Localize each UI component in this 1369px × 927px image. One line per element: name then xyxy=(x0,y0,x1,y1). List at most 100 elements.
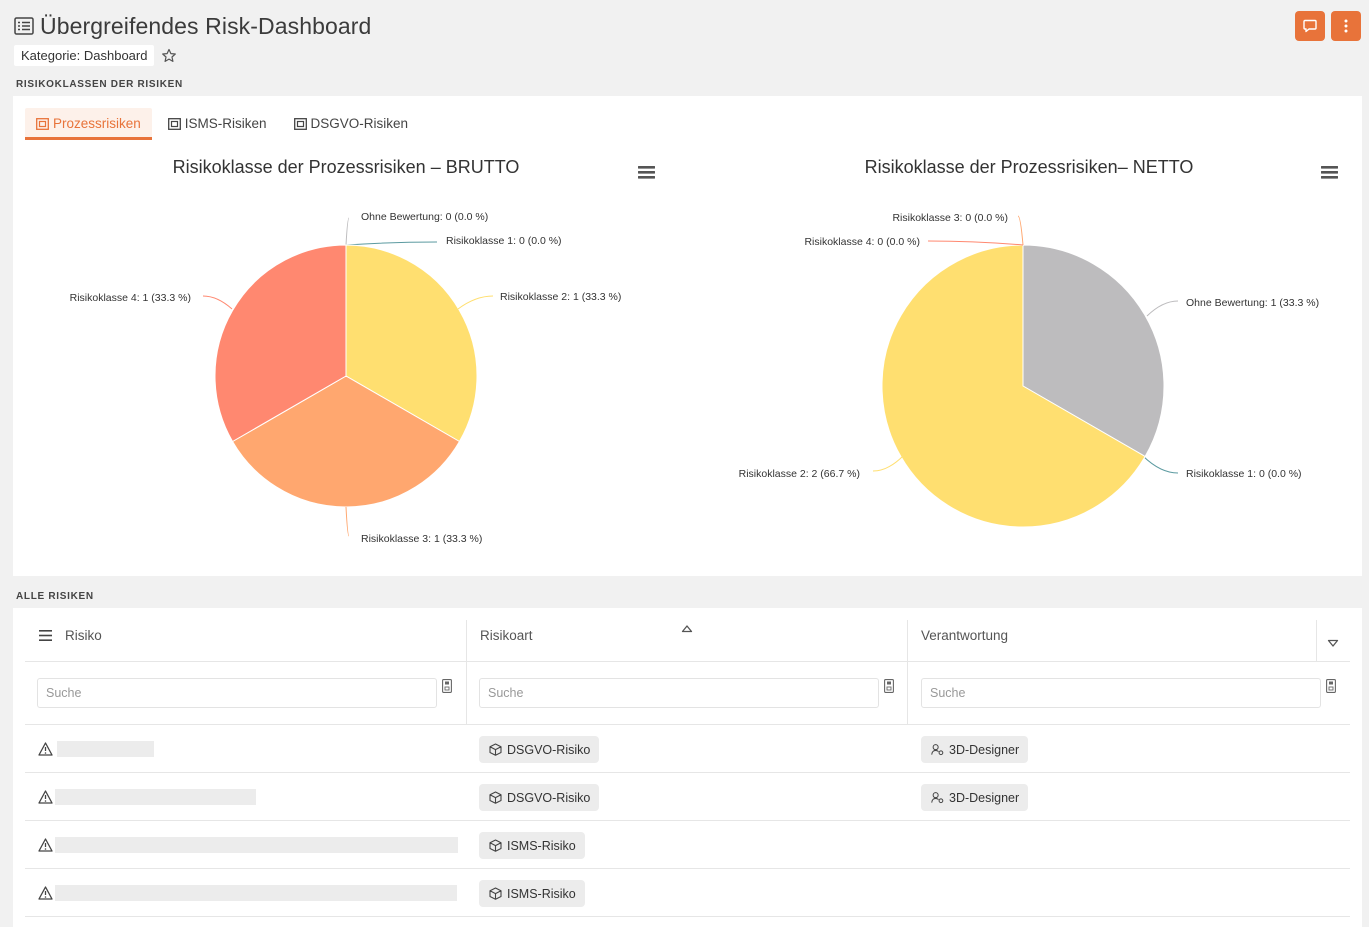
pie-connector-line xyxy=(1017,215,1024,246)
table-row[interactable]: DSGVO-Risiko 3D-Designer xyxy=(25,773,1350,821)
warning-icon xyxy=(38,742,53,756)
chart-menu-icon[interactable] xyxy=(1321,166,1338,179)
warning-icon xyxy=(38,838,53,852)
page-header: Übergreifendes Risk-Dashboard Kategorie:… xyxy=(14,10,1361,70)
cube-icon xyxy=(489,887,502,900)
risk-table-panel: Risiko Risikoart Verantwortung DSGV xyxy=(13,608,1362,927)
pie-connector-line xyxy=(202,295,233,310)
warning-icon xyxy=(38,886,53,900)
chip-label: ISMS-Risiko xyxy=(507,886,576,901)
pie-connector-line xyxy=(345,241,438,246)
chart-panel: Prozessrisiken ISMS-Risiken DSGVO-Risike… xyxy=(13,96,1362,576)
column-menu-button[interactable] xyxy=(39,608,52,662)
pie-slice[interactable] xyxy=(214,244,347,443)
pie-data-label: Risikoklasse 2: 1 (33.3 %) xyxy=(500,291,621,303)
hamburger-icon xyxy=(39,629,52,641)
collapse-triangle-icon[interactable] xyxy=(1327,634,1339,652)
vertical-dots-icon xyxy=(1344,19,1348,33)
sort-ascending-icon[interactable] xyxy=(681,620,693,638)
search-input-verantwortung[interactable] xyxy=(921,678,1321,708)
column-header-risikoart[interactable]: Risikoart xyxy=(480,627,533,643)
more-options-button[interactable] xyxy=(1331,11,1361,41)
column-header-verantwortung[interactable]: Verantwortung xyxy=(921,627,1009,643)
pie-chart-brutto: Risikoklasse der Prozessrisiken – BRUTTO… xyxy=(70,157,655,545)
chart-title: Risikoklasse der Prozessrisiken – BRUTTO xyxy=(173,157,520,177)
search-input-risikoart[interactable] xyxy=(479,678,879,708)
column-divider xyxy=(466,620,467,725)
pie-slice[interactable] xyxy=(1022,244,1165,458)
pie-data-label: Risikoklasse 1: 0 (0.0 %) xyxy=(1186,468,1302,480)
filter-toggle-icon[interactable] xyxy=(884,679,894,693)
pie-chart-netto: Risikoklasse der Prozessrisiken– NETTO Oh… xyxy=(739,157,1338,528)
pie-data-label: Risikoklasse 1: 0 (0.0 %) xyxy=(446,235,562,247)
chart-menu-icon[interactable] xyxy=(638,166,655,179)
tab-dsgvo-risiken[interactable]: DSGVO-Risiken xyxy=(283,108,420,140)
pie-slice[interactable] xyxy=(881,244,1146,528)
column-divider xyxy=(907,620,908,725)
risk-type-chip[interactable]: ISMS-Risiko xyxy=(479,880,585,907)
pie-connector-line xyxy=(457,295,494,310)
chart-title: Risikoklasse der Prozessrisiken– NETTO xyxy=(865,157,1194,177)
chip-label: 3D-Designer xyxy=(949,790,1020,805)
cube-icon xyxy=(489,839,502,852)
star-icon[interactable] xyxy=(161,48,177,64)
pie-data-label: Risikoklasse 4: 0 (0.0 %) xyxy=(804,236,920,248)
pie-data-label: Risikoklasse 4: 1 (33.3 %) xyxy=(70,292,191,304)
filter-toggle-icon[interactable] xyxy=(442,679,452,693)
tab-prozessrisiken[interactable]: Prozessrisiken xyxy=(25,108,152,140)
tab-label: ISMS-Risiken xyxy=(184,116,267,131)
filter-toggle-icon[interactable] xyxy=(1326,679,1336,693)
pie-connector-line xyxy=(872,455,904,472)
chip-label: 3D-Designer xyxy=(949,742,1020,757)
chip-label: DSGVO-Risiko xyxy=(507,790,591,805)
redacted-risk-name xyxy=(55,837,458,853)
pie-connector-line xyxy=(927,240,1024,246)
section-label-risk-classes: RISIKOKLASSEN DER RISIKEN xyxy=(16,79,183,90)
pie-connector-line xyxy=(345,217,350,246)
pie-data-label: Risikoklasse 2: 2 (66.7 %) xyxy=(739,468,860,480)
risk-table: Risiko Risikoart Verantwortung DSGV xyxy=(25,608,1350,917)
tab-isms-risiken[interactable]: ISMS-Risiken xyxy=(157,108,278,140)
dashboard-icon xyxy=(36,117,49,130)
table-row[interactable]: DSGVO-Risiko 3D-Designer xyxy=(25,725,1350,773)
warning-icon xyxy=(38,790,53,804)
list-icon xyxy=(14,17,34,35)
pie-data-label: Risikoklasse 3: 1 (33.3 %) xyxy=(361,533,482,545)
owner-chip[interactable]: 3D-Designer xyxy=(921,784,1029,811)
pie-data-label: Ohne Bewertung: 1 (33.3 %) xyxy=(1186,297,1319,309)
tab-label: Prozessrisiken xyxy=(53,116,141,131)
risk-type-chip[interactable]: DSGVO-Risiko xyxy=(479,784,600,811)
column-divider xyxy=(1316,620,1317,662)
tab-bar: Prozessrisiken ISMS-Risiken DSGVO-Risike… xyxy=(25,108,424,140)
pie-slice[interactable] xyxy=(231,375,461,508)
chip-label: DSGVO-Risiko xyxy=(507,742,591,757)
table-row[interactable]: ISMS-Risiko xyxy=(25,821,1350,869)
chip-label: ISMS-Risiko xyxy=(507,838,576,853)
table-header-row: Risiko Risikoart Verantwortung xyxy=(25,608,1350,662)
user-gear-icon xyxy=(931,792,944,804)
table-row[interactable]: ISMS-Risiko xyxy=(25,869,1350,917)
category-badge[interactable]: Kategorie: Dashboard xyxy=(14,45,155,66)
pie-connector-line xyxy=(1142,455,1179,474)
pie-connector-line xyxy=(345,506,350,537)
pie-data-label: Risikoklasse 3: 0 (0.0 %) xyxy=(892,212,1008,224)
page-title: Übergreifendes Risk-Dashboard xyxy=(40,12,372,39)
table-filter-row xyxy=(25,662,1350,725)
column-header-risiko[interactable]: Risiko xyxy=(65,627,102,643)
risk-type-chip[interactable]: ISMS-Risiko xyxy=(479,832,585,859)
dashboard-icon xyxy=(167,117,181,130)
pie-charts: Risikoklasse der Prozessrisiken – BRUTTO… xyxy=(70,157,1338,545)
dashboard-icon xyxy=(293,117,307,130)
pie-slice[interactable] xyxy=(345,244,478,443)
owner-chip[interactable]: 3D-Designer xyxy=(921,736,1029,763)
section-label-all-risks: ALLE RISIKEN xyxy=(16,591,94,602)
comment-button[interactable] xyxy=(1295,11,1325,41)
comment-icon xyxy=(1303,19,1317,33)
risk-type-chip[interactable]: DSGVO-Risiko xyxy=(479,736,600,763)
search-input-risiko[interactable] xyxy=(37,678,437,708)
pie-data-label: Ohne Bewertung: 0 (0.0 %) xyxy=(361,211,488,223)
cube-icon xyxy=(489,791,502,804)
redacted-risk-name xyxy=(57,741,154,757)
pie-connector-line xyxy=(1146,300,1179,317)
redacted-risk-name xyxy=(55,885,457,901)
